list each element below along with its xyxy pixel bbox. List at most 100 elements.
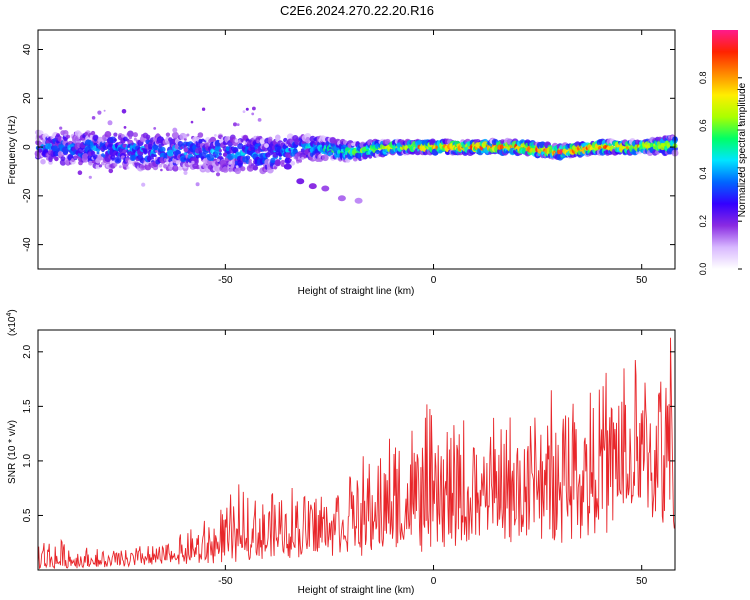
spectrogram-cell	[61, 146, 70, 154]
spectrogram-cell	[153, 126, 157, 130]
spectrogram-y-label: Frequency (Hz)	[7, 116, 18, 185]
y-tick-label: -40	[22, 237, 33, 252]
snr-scale-label: (x104)	[6, 309, 18, 336]
spectrogram-cell	[252, 106, 256, 111]
spectrogram-cell	[155, 149, 158, 153]
spectrogram-cell	[278, 157, 282, 160]
snr-panel: -50 0 50 0.5 1.0 1.5 2.0 Height of straight li…	[6, 309, 676, 596]
spectrogram-cell	[290, 161, 296, 166]
spectrogram-cell	[73, 155, 78, 160]
spectrogram-cell	[146, 137, 150, 141]
spectrogram-cell	[104, 131, 112, 138]
spectrogram-panel: -50 0 50 -40 -20 0 20 40 Height of straight lin…	[7, 29, 679, 297]
spectrogram-cell	[214, 134, 217, 137]
spectrogram-cell	[166, 149, 174, 157]
spectrogram-cell	[201, 138, 205, 142]
y-tick-label: 0	[22, 144, 33, 150]
spectrogram-cell	[296, 160, 300, 164]
spectrogram-cell	[235, 165, 239, 169]
spectrogram-cell	[226, 151, 230, 155]
spectrogram-cell	[127, 147, 130, 150]
spectrogram-cell	[66, 134, 70, 139]
spectrogram-cell	[109, 136, 117, 144]
spectrogram-cell	[121, 109, 127, 114]
spectrogram-cell	[105, 157, 111, 163]
spectrogram-cell	[101, 161, 105, 166]
spectrogram-cell	[91, 116, 96, 120]
spectrogram-cell	[92, 134, 99, 141]
spectrogram-cell	[94, 138, 97, 142]
spectrogram-cell	[62, 130, 69, 136]
spectrogram-cell	[245, 155, 251, 161]
spectrogram-cell	[160, 146, 166, 153]
spectrogram-cell	[158, 163, 163, 168]
spectrogram-cell	[108, 168, 114, 174]
colorbar: 0.0 0.2 0.4 0.6 0.8 Normalized spectral ampl…	[698, 30, 748, 275]
spectrogram-cell	[298, 159, 302, 163]
spectrogram-cell	[216, 158, 220, 162]
spectrogram-cell	[236, 151, 240, 156]
y-tick-label: -20	[22, 188, 33, 203]
snr-ticks: -50 0 50 0.5 1.0 1.5 2.0	[22, 330, 675, 587]
spectrogram-tail-cell	[308, 183, 317, 190]
spectrogram-cell	[252, 165, 259, 171]
spectrogram-cell	[240, 166, 246, 172]
colorbar-label: Normalized spectral amplitude	[737, 82, 748, 217]
spectrogram-cell	[190, 120, 194, 124]
spectrogram-cell	[166, 141, 170, 145]
snr-scale-suffix: )	[7, 309, 18, 312]
snr-scale-exponent: 4	[6, 313, 13, 317]
spectrogram-ticks: -50 0 50 -40 -20 0 20 40	[22, 30, 675, 286]
spectrogram-cell	[88, 160, 93, 166]
spectrogram-cell	[121, 134, 125, 138]
spectrogram-cell	[222, 166, 229, 173]
spectrogram-cell	[90, 150, 96, 156]
snr-x-label: Height of straight line (km)	[298, 585, 415, 596]
spectrogram-cell	[172, 127, 178, 133]
spectrogram-cell	[90, 130, 96, 136]
snr-line-series	[37, 337, 675, 570]
spectrogram-tail-cell	[321, 185, 330, 192]
spectrogram-cell	[280, 159, 285, 165]
spectrogram-cell	[175, 160, 180, 165]
spectrogram-cell	[84, 132, 88, 136]
spectrogram-cell	[165, 132, 170, 137]
spectrogram-cell	[173, 165, 178, 169]
spectrogram-cell	[234, 139, 239, 143]
spectrogram-cell	[222, 152, 228, 157]
snr-scale-prefix: (x10	[7, 316, 18, 336]
x-tick-label: -50	[218, 275, 233, 286]
snr-y-label: SNR (10 * v/v)	[7, 420, 18, 484]
spectrogram-cell	[147, 143, 154, 149]
spectrogram-cell	[160, 168, 163, 172]
spectrogram-cell	[151, 153, 155, 158]
spectrogram-cell	[107, 120, 113, 126]
spectrogram-cell	[141, 182, 146, 187]
snr-series-line	[37, 337, 675, 570]
spectrogram-cell	[116, 158, 120, 162]
spectrogram-cell	[101, 140, 105, 143]
spectrogram-cell	[154, 154, 157, 158]
spectrogram-cell	[59, 159, 67, 166]
spectrogram-cell	[88, 175, 92, 179]
colorbar-tick-label: 0.2	[698, 215, 708, 228]
spectrogram-cell	[242, 110, 246, 113]
spectrogram-cell	[98, 164, 103, 168]
spectrogram-cell	[171, 131, 179, 139]
spectrogram-cell	[96, 151, 100, 155]
spectrogram-cell	[77, 170, 83, 175]
spectrogram-cell	[197, 132, 204, 138]
spectrogram-x-label: Height of straight line (km)	[298, 286, 415, 297]
y-tick-label: 40	[22, 44, 33, 56]
spectrogram-cell	[251, 112, 255, 116]
spectrogram-cell	[256, 140, 260, 144]
colorbar-ticks: 0.0 0.2 0.4 0.6 0.8	[698, 72, 742, 276]
y-tick-label: 0.5	[22, 508, 33, 522]
spectrogram-frame	[37, 29, 676, 270]
spectrogram-cell	[119, 165, 122, 169]
spectrogram-cell	[218, 152, 222, 156]
spectrogram-cell	[228, 160, 233, 165]
colorbar-tick-label: 0.0	[698, 263, 708, 276]
spectrogram-cell	[97, 110, 102, 115]
x-tick-label: 50	[636, 275, 648, 286]
